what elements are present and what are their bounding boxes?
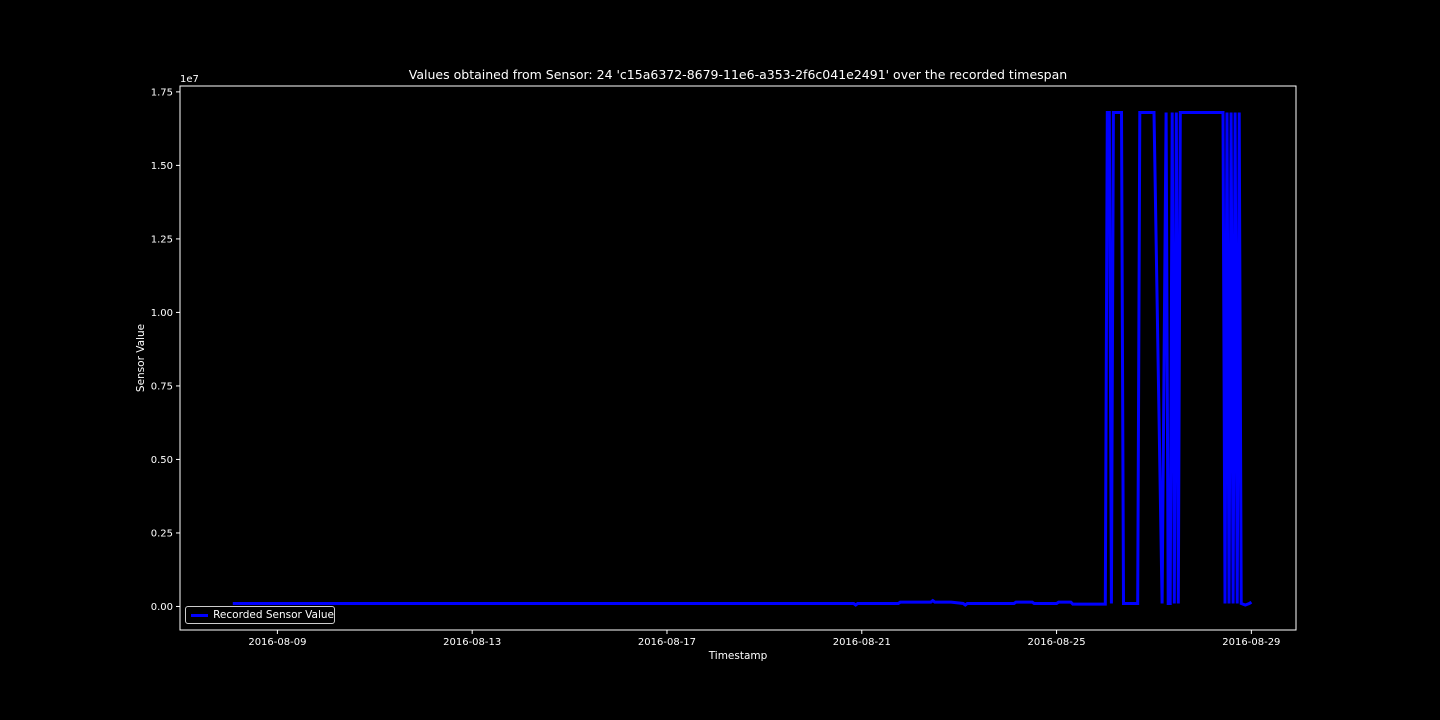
y-tick-label: 1.25 — [151, 234, 173, 245]
series-layer — [232, 111, 1253, 607]
legend-swatch — [191, 613, 209, 617]
series-line-0 — [232, 111, 1253, 607]
x-axis-ticks: 2016-08-09 2016-08-13 2016-08-17 2016-08-21… — [248, 630, 1280, 648]
y-tick-label: 0.25 — [151, 528, 173, 539]
y-tick-label: 1.00 — [151, 308, 173, 319]
x-axis-label: Timestamp — [708, 650, 768, 662]
y-tick-label: 0.50 — [151, 455, 173, 466]
x-tick-label: 2016-08-09 — [248, 637, 306, 648]
y-axis-offset-label: 1e7 — [180, 74, 199, 85]
y-tick-label: 0.00 — [151, 602, 173, 613]
plot-frame — [179, 85, 1297, 631]
y-tick-label: 1.75 — [151, 87, 173, 98]
chart-title: Values obtained from Sensor: 24 'c15a637… — [409, 67, 1067, 82]
legend-label: Recorded Sensor Value — [213, 609, 334, 621]
y-axis-label: Sensor Value — [135, 324, 147, 392]
y-axis-ticks: 0.00 0.25 0.50 0.75 1.00 1.25 1.50 1.75 — [151, 87, 180, 613]
x-tick-label: 2016-08-13 — [443, 637, 501, 648]
x-tick-label: 2016-08-21 — [833, 637, 891, 648]
x-tick-label: 2016-08-29 — [1222, 637, 1280, 648]
y-tick-label: 0.75 — [151, 381, 173, 392]
x-tick-label: 2016-08-25 — [1028, 637, 1086, 648]
plot-area — [179, 85, 1297, 631]
x-tick-label: 2016-08-17 — [638, 637, 696, 648]
y-tick-label: 1.50 — [151, 161, 173, 172]
legend: Recorded Sensor Value — [185, 606, 335, 624]
